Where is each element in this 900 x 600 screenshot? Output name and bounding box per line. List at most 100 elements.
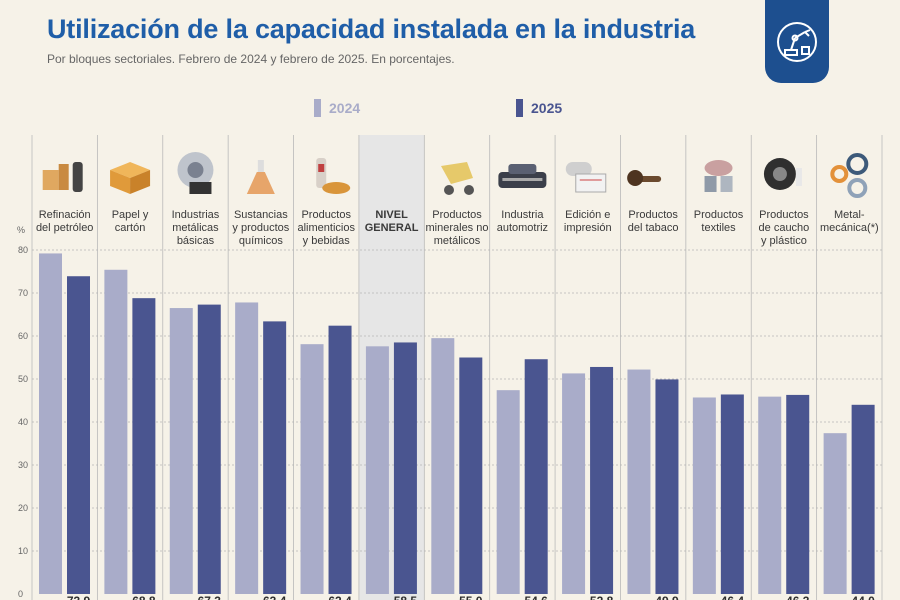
category-label: y bebidas xyxy=(303,235,351,247)
industry-badge xyxy=(765,0,829,83)
category-label: metálicas xyxy=(172,222,219,234)
category-icon xyxy=(441,162,474,195)
legend-label-2024: 2024 xyxy=(329,100,361,116)
bar-2024-4 xyxy=(235,302,259,594)
y-tick-label: 20 xyxy=(18,503,28,513)
legend-label-2025: 2025 xyxy=(531,100,563,116)
bar-2025-2 xyxy=(132,298,156,594)
category-label: GENERAL xyxy=(365,222,419,234)
legend-swatch-2025 xyxy=(516,99,523,117)
category-icon xyxy=(110,162,151,194)
category-label: automotriz xyxy=(497,222,548,234)
value-label-2025: 67,3 xyxy=(198,594,222,600)
category-icon xyxy=(704,160,733,192)
value-label-2025: 62,4 xyxy=(328,594,352,600)
category-label: mecánica(*) xyxy=(820,222,879,234)
legend-2025: 2025 xyxy=(516,99,562,117)
bar-2025-11 xyxy=(720,394,744,594)
bar-2024-6 xyxy=(365,346,389,594)
category-label: Industrias xyxy=(172,209,220,221)
bar-2024-10 xyxy=(627,369,651,594)
value-label-2025: 73,9 xyxy=(67,594,91,600)
y-tick-label: 10 xyxy=(18,546,28,556)
bar-2025-1 xyxy=(67,276,90,594)
bar-2024-1 xyxy=(39,253,62,594)
category-icon xyxy=(565,162,607,193)
value-label-2025: 46,4 xyxy=(721,594,745,600)
bar-2024-12 xyxy=(758,396,782,594)
bar-2025-5 xyxy=(328,325,352,594)
category-label: Sustancias xyxy=(234,209,288,221)
y-tick-label: 40 xyxy=(18,417,28,427)
category-label: Edición e xyxy=(565,209,610,221)
category-label: alimenticios xyxy=(297,222,355,234)
category-label: textiles xyxy=(701,222,736,234)
bar-2025-10 xyxy=(655,379,679,594)
category-icon xyxy=(246,160,275,194)
bar-2025-13 xyxy=(851,404,875,594)
bar-2025-3 xyxy=(197,304,221,594)
category-label: y plástico xyxy=(761,235,807,247)
bar-2024-11 xyxy=(692,397,716,594)
category-icon xyxy=(316,158,351,194)
category-label: Productos xyxy=(301,209,351,221)
bar-2025-8 xyxy=(524,359,548,594)
y-tick-label: 50 xyxy=(18,374,28,384)
category-label: y productos xyxy=(232,222,289,234)
category-label: cartón xyxy=(115,222,146,234)
value-label-2025: 54,6 xyxy=(525,594,549,600)
chart-title: Utilización de la capacidad instalada en… xyxy=(47,14,696,44)
category-label: Industria xyxy=(501,209,544,221)
value-label-2025: 44,0 xyxy=(851,594,875,600)
category-icon xyxy=(498,164,547,188)
value-label-2025: 55,0 xyxy=(459,594,483,600)
value-label-2025: 68,8 xyxy=(132,594,156,600)
y-tick-label: 60 xyxy=(18,331,28,341)
category-icon xyxy=(627,170,662,186)
value-label-2025: 52,8 xyxy=(590,594,614,600)
category-icon xyxy=(763,158,802,190)
category-label: minerales no xyxy=(426,222,489,234)
category-label: básicas xyxy=(177,235,215,247)
y-tick-label: 30 xyxy=(18,460,28,470)
category-label: Refinación xyxy=(39,209,91,221)
category-label: Productos xyxy=(628,209,678,221)
value-label-2025: 49,9 xyxy=(655,594,679,600)
category-label: Productos xyxy=(694,209,744,221)
legend-2024: 2024 xyxy=(314,99,360,117)
bar-2024-2 xyxy=(104,269,128,594)
bar-2024-5 xyxy=(300,344,324,594)
category-icon xyxy=(177,152,214,194)
y-axis-label: % xyxy=(17,225,25,235)
category-label: metálicos xyxy=(434,235,481,247)
chart-subtitle: Por bloques sectoriales. Febrero de 2024… xyxy=(47,52,455,66)
category-label: NIVEL xyxy=(375,209,408,221)
bar-2024-8 xyxy=(496,390,520,594)
robot-arm-icon xyxy=(777,21,817,62)
bar-2025-9 xyxy=(590,366,614,594)
category-label: del tabaco xyxy=(628,222,679,234)
bar-2024-9 xyxy=(562,373,586,594)
y-tick-label: 0 xyxy=(18,589,23,599)
category-label: Productos xyxy=(432,209,482,221)
category-label: de caucho xyxy=(759,222,810,234)
value-label-2025: 63,4 xyxy=(263,594,287,600)
category-label: impresión xyxy=(564,222,612,234)
y-tick-label: 80 xyxy=(18,245,28,255)
category-label: Papel y xyxy=(112,209,149,221)
bar-2025-7 xyxy=(459,357,483,594)
bar-2025-4 xyxy=(263,321,287,594)
category-label: químicos xyxy=(239,235,284,247)
category-icon xyxy=(830,153,869,198)
bar-2025-12 xyxy=(786,394,810,594)
bar-2025-6 xyxy=(393,342,417,594)
bar-2024-3 xyxy=(169,308,193,594)
legend-swatch-2024 xyxy=(314,99,321,117)
category-label: del petróleo xyxy=(36,222,94,234)
y-tick-label: 70 xyxy=(18,288,28,298)
value-label-2025: 46,3 xyxy=(786,594,810,600)
category-label: Metal- xyxy=(834,209,865,221)
category-icon xyxy=(42,162,83,192)
bar-2024-7 xyxy=(431,338,455,594)
